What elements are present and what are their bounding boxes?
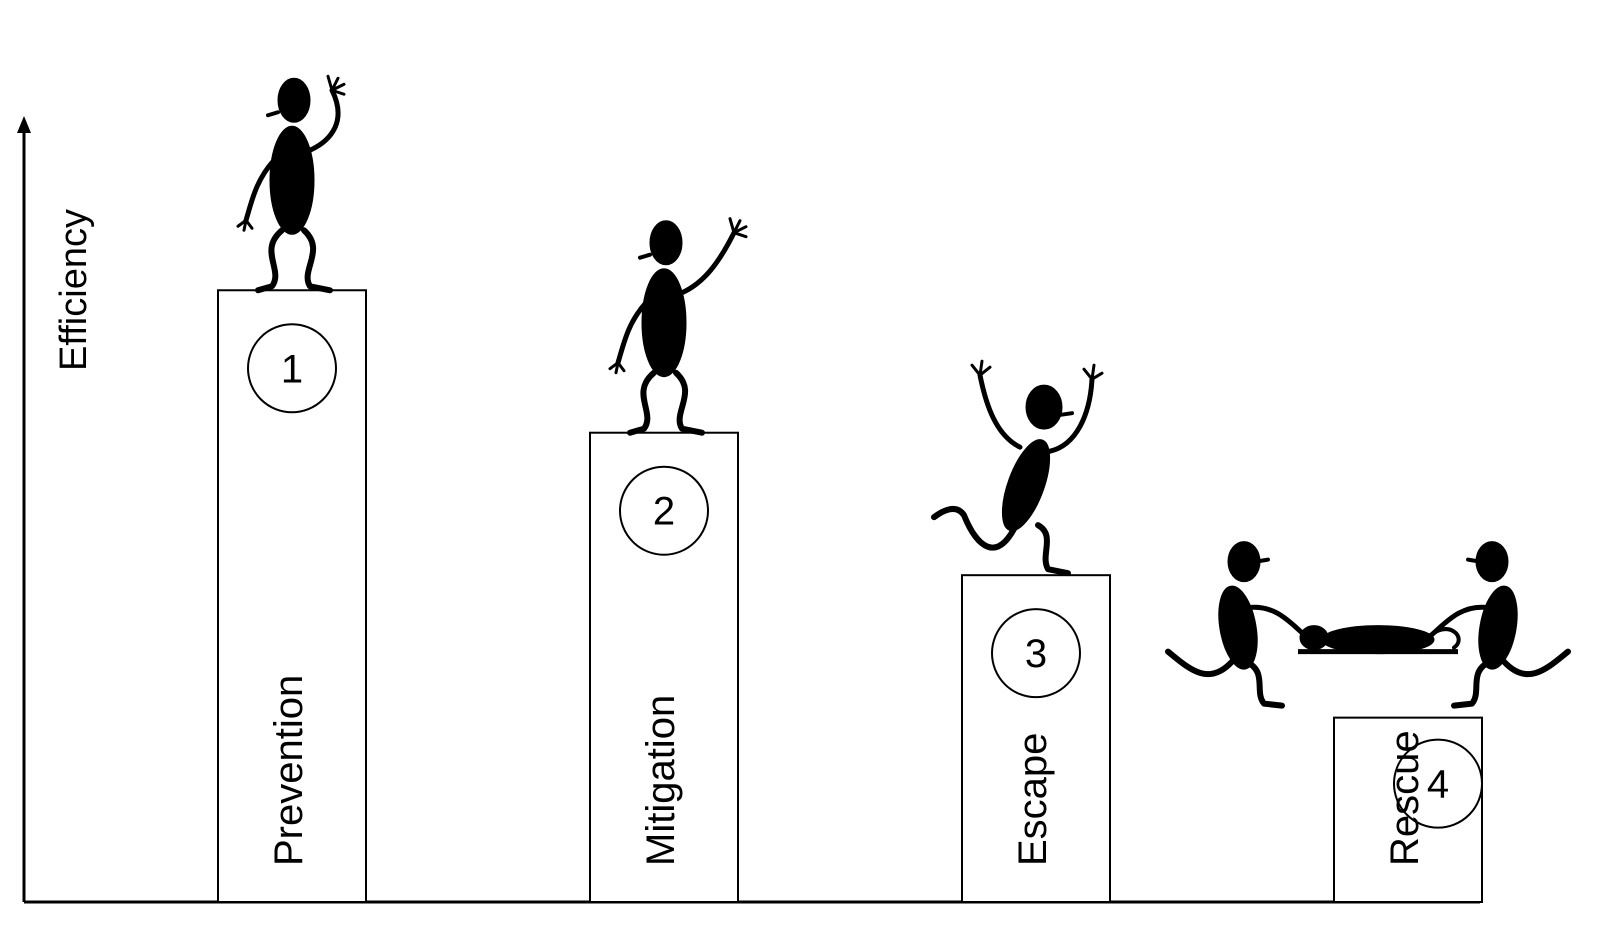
step-label: Mitigation [639,695,683,866]
step-number-badge [991,608,1081,699]
step-label: Prevention [267,675,311,866]
step-number: 4 [1427,763,1449,807]
standing-waving-figure-icon [608,217,748,436]
step-label: Rescue [1383,730,1427,866]
y-axis-label: Efficiency [53,209,95,371]
step-bar-mitigation [589,431,739,903]
step-number: 1 [281,347,303,391]
step-number: 2 [653,490,675,534]
step-label: Escape [1011,733,1055,866]
standing-waving-figure-icon [236,74,346,294]
step-number-badge [247,323,337,414]
jumping-figure-icon [931,359,1104,577]
step-number-badge [1393,738,1483,829]
step-number: 3 [1025,632,1047,676]
y-axis-arrowhead-icon [17,116,31,133]
rescuers-with-stretcher-figure-icon [1165,541,1571,709]
step-number-badge [619,465,709,556]
